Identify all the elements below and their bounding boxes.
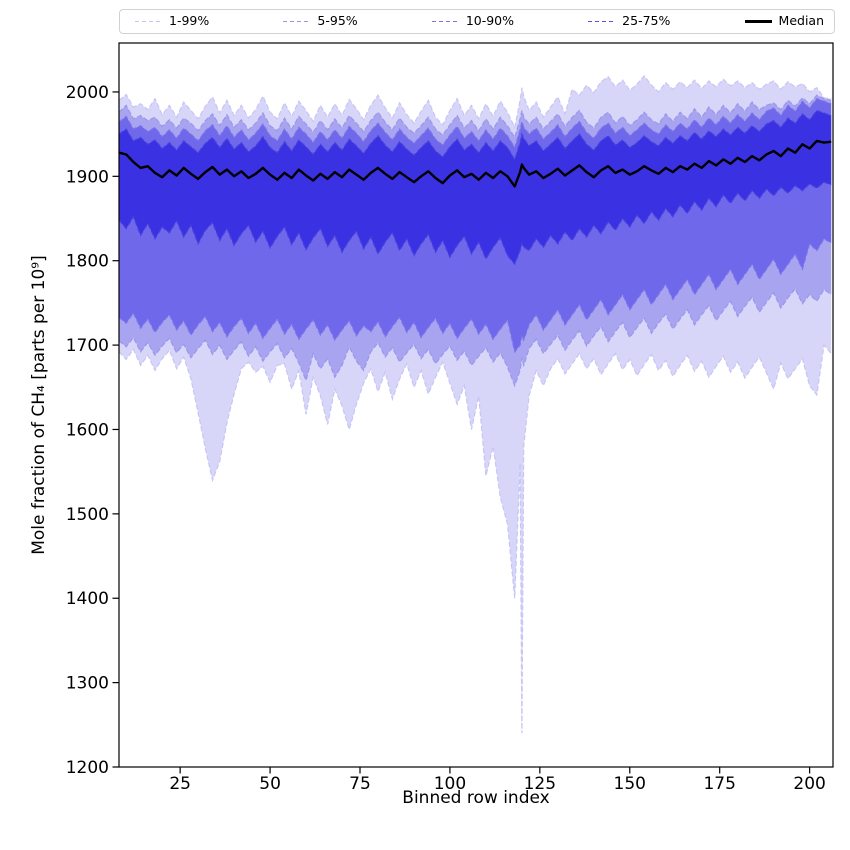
legend-label: 10-90% bbox=[465, 13, 515, 29]
y-tick-label: 1900 bbox=[66, 167, 109, 187]
median-line bbox=[119, 139, 832, 188]
y-tick-label: 1400 bbox=[66, 589, 109, 609]
x-axis-label: Binned row index bbox=[402, 788, 550, 808]
median-line-sample-icon bbox=[744, 20, 772, 23]
y-tick-label: 1600 bbox=[66, 420, 109, 440]
x-tick-label: 175 bbox=[703, 774, 735, 794]
y-tick-label: 1200 bbox=[66, 758, 109, 778]
y-axis-label: Mole fraction of CH₄ [parts per 10⁹] bbox=[29, 255, 49, 555]
legend-label: 1-99% bbox=[169, 13, 210, 29]
y-tick-label: 2000 bbox=[66, 83, 109, 103]
band-5-95-upper-edge bbox=[119, 94, 832, 139]
legend-label: Median bbox=[778, 13, 824, 29]
x-tick-label: 50 bbox=[259, 774, 281, 794]
legend: 1-99% 5-95% 10-90% 25-75% Median bbox=[119, 9, 835, 34]
legend-item-median: Median bbox=[744, 13, 824, 29]
band-25-75-fill bbox=[119, 110, 832, 265]
band-10-90-lower-edge bbox=[119, 237, 832, 354]
band-25-75-lower-edge bbox=[119, 181, 832, 266]
band-5-95-line-sample-icon bbox=[283, 20, 311, 23]
legend-item-10-90: 10-90% bbox=[431, 13, 515, 29]
legend-label: 25-75% bbox=[622, 13, 671, 29]
band-25-75-line-sample-icon bbox=[588, 20, 616, 23]
x-tick-label: 100 bbox=[434, 774, 466, 794]
x-tick-label: 125 bbox=[524, 774, 556, 794]
band-10-90-upper-edge bbox=[119, 97, 832, 150]
band-1-99-line-sample-icon bbox=[135, 20, 162, 23]
x-tick-label: 75 bbox=[349, 774, 371, 794]
x-tick-label: 200 bbox=[793, 774, 825, 794]
y-tick-label: 1300 bbox=[66, 674, 109, 694]
band-10-90-line-sample-icon bbox=[431, 20, 459, 23]
x-tick-label: 25 bbox=[169, 774, 191, 794]
legend-label: 5-95% bbox=[317, 13, 358, 29]
legend-item-1-99: 1-99% bbox=[135, 15, 209, 28]
band-1-99-lower-edge bbox=[119, 343, 832, 734]
band-5-95-lower-edge bbox=[119, 287, 832, 388]
plot-border bbox=[118, 42, 834, 768]
y-tick-label: 1700 bbox=[66, 336, 109, 356]
band-25-75-upper-edge bbox=[119, 109, 832, 161]
band-1-99-upper-edge bbox=[119, 74, 832, 130]
x-tick-label: 150 bbox=[614, 774, 646, 794]
legend-item-5-95: 5-95% bbox=[283, 13, 358, 29]
y-tick-label: 1500 bbox=[66, 505, 109, 525]
y-tick-label: 1800 bbox=[66, 252, 109, 272]
legend-item-25-75: 25-75% bbox=[588, 15, 670, 28]
